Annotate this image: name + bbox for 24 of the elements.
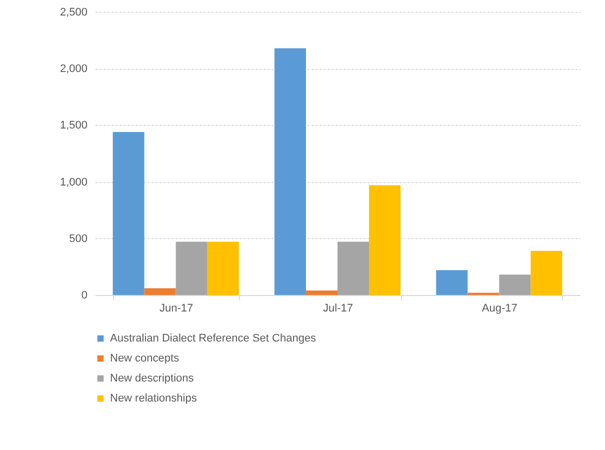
x-tick-label: Jul-17 [323, 302, 353, 314]
bar [176, 242, 208, 295]
bar [530, 250, 562, 295]
bar [274, 48, 306, 295]
bar [112, 132, 144, 295]
y-tick-label: 2,500 [60, 6, 88, 18]
legend-label: Australian Dialect Reference Set Changes [110, 332, 317, 344]
bar [306, 290, 338, 295]
bar [338, 242, 370, 295]
bar [436, 270, 468, 295]
y-tick-label: 500 [69, 232, 88, 245]
legend-label: New relationships [110, 392, 198, 404]
y-tick-label: 1,000 [60, 176, 88, 188]
x-tick-label: Aug-17 [482, 302, 518, 314]
y-tick-label: 1,500 [60, 120, 88, 132]
x-tick-label: Jun-17 [160, 302, 194, 314]
bar [499, 274, 531, 295]
legend-label: New concepts [110, 352, 180, 364]
legend-label: New descriptions [110, 372, 194, 384]
y-tick-label: 0 [81, 290, 88, 302]
bar [144, 288, 176, 295]
bar [369, 185, 401, 295]
bar [207, 242, 239, 295]
y-tick-label: 2,000 [60, 63, 88, 76]
